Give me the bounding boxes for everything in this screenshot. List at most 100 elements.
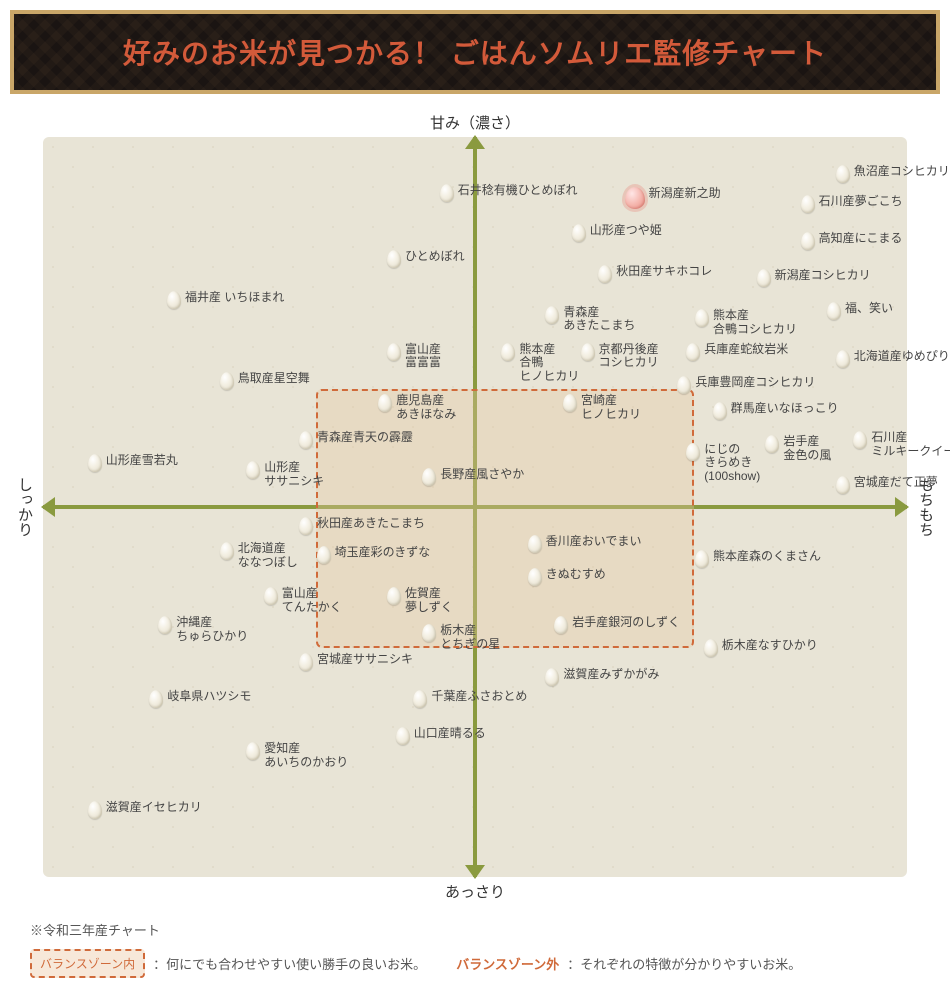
legend-out-label: バランスゾーン外 [456,954,559,973]
rice-label: きぬむすめ [546,568,606,582]
rice-grain-icon [686,443,700,461]
rice-point: 鹿児島産あきほなみ [378,394,456,422]
rice-grain-icon [299,653,313,671]
rice-grain-icon [246,742,260,760]
rice-point: 山口産晴るる [396,727,486,745]
rice-grain-icon [545,668,559,686]
rice-point: 高知産にこまる [801,232,903,250]
axis-label-left: しっかり [10,477,39,537]
rice-point: 宮城産ササニシキ [299,653,413,671]
rice-point: 岐阜県ハツシモ [149,690,251,708]
rice-label: 佐賀産夢しずく [405,587,453,615]
rice-label: 石川産ミルキークイーン [871,431,950,459]
rice-point: 秋田産あきたこまち [299,517,425,535]
rice-grain-icon [167,291,181,309]
rice-grain-icon [149,690,163,708]
rice-label: 栃木産なすひかり [722,639,818,653]
rice-grain-icon [246,461,260,479]
rice-grain-icon [528,535,542,553]
rice-point: 熊本産合鴨ヒノヒカリ [501,343,579,384]
rice-grain-icon [396,727,410,745]
rice-label: 魚沼産コシヒカリ [854,165,950,179]
rice-point: きぬむすめ [528,568,606,586]
rice-label: 秋田産サキホコレ [616,265,712,279]
rice-grain-icon [545,306,559,324]
rice-grain-icon [378,394,392,412]
rice-label: 石川産夢ごこち [819,195,903,209]
rice-point: 沖縄産ちゅらひかり [158,616,248,644]
rice-point: 京都丹後産コシヒカリ [581,343,659,371]
rice-grain-icon [686,343,700,361]
rice-label: 京都丹後産コシヒカリ [599,343,659,371]
rice-label: 沖縄産ちゅらひかり [176,616,248,644]
rice-point: 岩手産銀河のしずく [554,616,680,634]
scatter-chart: 魚沼産コシヒカリ新潟産新之助石川産夢ごこち石井稔有機ひとめぼれ山形産つや姫高知産… [43,137,907,877]
rice-point: ひとめぼれ [387,250,465,268]
rice-label: 熊本産森のくまさん [713,550,821,564]
legend-out-text: ：それぞれの特徴が分かりやすいお米。 [567,954,801,973]
rice-grain-icon [88,801,102,819]
rice-grain-icon [836,350,850,368]
rice-point: 長野産風さやか [422,468,524,486]
rice-point: 埼玉産彩のきずな [317,546,431,564]
rice-grain-icon [581,343,595,361]
rice-point: 千葉産ふさおとめ [413,690,527,708]
rice-grain-icon [528,568,542,586]
rice-label: 滋賀産みずかがみ [563,668,659,682]
rice-point: 山形産つや姫 [572,224,662,242]
rice-point: 富山産富富富 [387,343,441,371]
rice-point: 青森産青天の霹靂 [299,431,413,449]
rice-label: 兵庫豊岡産コシヒカリ [695,376,815,390]
rice-label: 愛知産あいちのかおり [264,742,348,770]
rice-point: 福井産 いちほまれ [167,291,284,309]
rice-grain-icon [827,302,841,320]
rice-label: 鳥取産星空舞 [238,372,310,386]
rice-label: ひとめぼれ [405,250,465,264]
arrow-right-icon [895,497,909,517]
rice-point: 兵庫産蛇紋岩米 [686,343,788,361]
rice-label: 富山産てんたかく [282,587,342,615]
arrow-up-icon [465,135,485,149]
rice-label: 青森産あきたこまち [563,306,635,334]
rice-grain-icon [836,165,850,183]
rice-label: 福、笑い [845,302,893,316]
rice-grain-icon [801,232,815,250]
rice-label: 宮城産ササニシキ [317,653,413,667]
rice-point: 愛知産あいちのかおり [246,742,348,770]
rice-grain-icon [501,343,515,361]
rice-label: 富山産富富富 [405,343,441,371]
rice-grain-icon [836,476,850,494]
rice-grain-icon [625,187,645,209]
rice-point: 秋田産サキホコレ [598,265,712,283]
arrow-left-icon [41,497,55,517]
rice-label: 千葉産ふさおとめ [431,690,527,704]
rice-grain-icon [413,690,427,708]
legend-in-text: ：何にでも合わせやすい使い勝手の良いお米。 [153,954,426,973]
rice-grain-icon [220,372,234,390]
rice-grain-icon [695,550,709,568]
rice-point: 石井稔有機ひとめぼれ [440,184,578,202]
rice-grain-icon [220,542,234,560]
rice-point: 魚沼産コシヒカリ [836,165,950,183]
rice-point: 鳥取産星空舞 [220,372,310,390]
legend-out: バランスゾーン外 ：それぞれの特徴が分かりやすいお米。 [456,954,801,973]
rice-grain-icon [713,402,727,420]
rice-point: 石川産夢ごこち [801,195,903,213]
rice-grain-icon [572,224,586,242]
rice-point: 香川産おいでまい [528,535,642,553]
rice-point: 石川産ミルキークイーン [853,431,950,459]
rice-label: 熊本産合鴨コシヒカリ [713,309,797,337]
rice-grain-icon [422,468,436,486]
rice-label: 岩手産銀河のしずく [572,616,680,630]
rice-grain-icon [440,184,454,202]
rice-point: 富山産てんたかく [264,587,342,615]
rice-grain-icon [422,624,436,642]
rice-label: 福井産 いちほまれ [185,291,284,305]
rice-grain-icon [695,309,709,327]
rice-point: 新潟産新之助 [625,187,721,209]
rice-point: 滋賀産みずかがみ [545,668,659,686]
rice-label: 石井稔有機ひとめぼれ [458,184,578,198]
rice-point: 福、笑い [827,302,893,320]
rice-point: 岩手産金色の風 [765,435,831,463]
rice-label: 鹿児島産あきほなみ [396,394,456,422]
